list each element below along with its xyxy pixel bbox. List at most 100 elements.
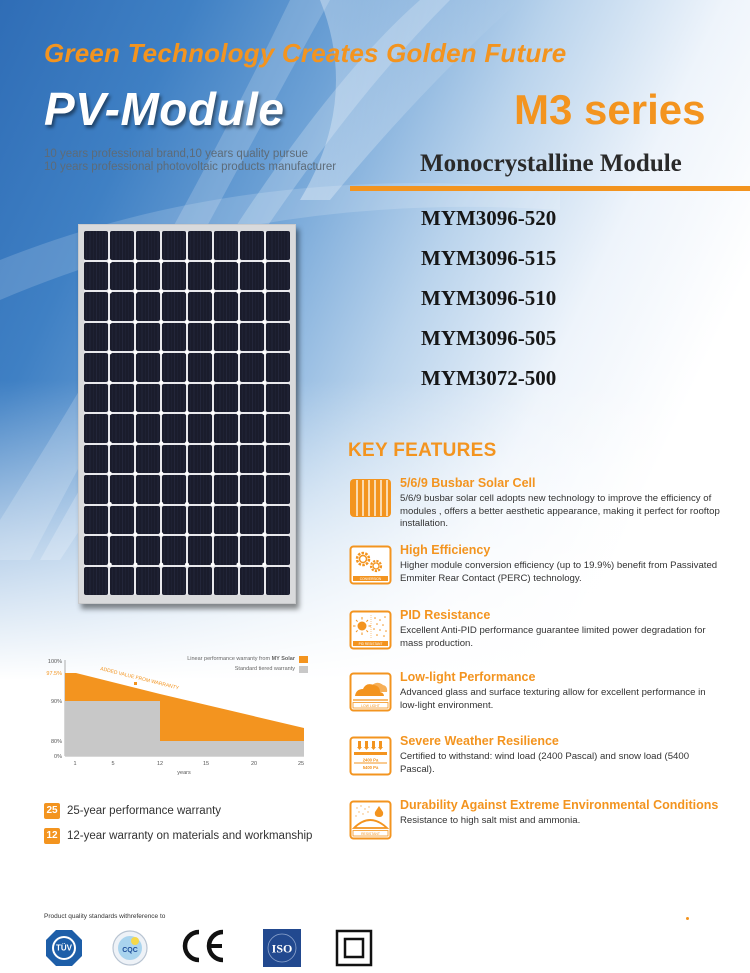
panel-cell [240,505,264,534]
feature-title: 5/6/9 Busbar Solar Cell [400,476,536,490]
svg-text:LOW LIGHT: LOW LIGHT [361,704,380,708]
series-title: M3 series [514,86,706,133]
panel-cell [162,536,186,565]
certifications-label: Product quality standards withreference … [44,913,166,920]
svg-text:5: 5 [111,761,114,767]
panel-cell [84,505,108,534]
panel-cell [214,505,238,534]
panel-cell [84,414,108,443]
feature-description: Resistance to high salt mist and ammonia… [400,815,581,826]
product-title: PV-Module [44,83,285,135]
panel-cell [136,261,160,290]
panel-cell [240,292,264,321]
subtitle-line-1: 10 years professional brand,10 years qua… [44,148,309,160]
panel-cell [84,383,108,412]
panel-cell [188,261,212,290]
panel-cell [110,414,134,443]
panel-cell [188,353,212,382]
panel-cell [266,475,290,504]
panel-cell [84,444,108,473]
panel-cell [188,444,212,473]
tuv-logo-icon: TÜV [46,930,82,966]
panel-cell [188,475,212,504]
panel-cell [136,444,160,473]
panel-cell [214,231,238,260]
panel-cell [162,231,186,260]
panel-cell [266,231,290,260]
divider-rule [350,186,750,191]
feature-title: PID Resistance [400,608,491,622]
panel-cell [84,322,108,351]
panel-cell [266,383,290,412]
panel-cell [136,475,160,504]
decorative-dot [686,917,689,920]
panel-cell [214,536,238,565]
svg-text:90%: 90% [51,699,62,705]
panel-cell [162,414,186,443]
panel-cell [110,353,134,382]
panel-cell [240,414,264,443]
model-item: MYM3096-515 [421,246,557,270]
panel-cell [188,414,212,443]
panel-cell [110,536,134,565]
panel-cell [162,353,186,382]
legend-swatch-gray [299,665,308,673]
feature-title: Durability Against Extreme Environmental… [400,798,719,812]
panel-cell [136,383,160,412]
panel-cell [240,475,264,504]
panel-cell [110,261,134,290]
panel-cell [266,353,290,382]
panel-cell [266,261,290,290]
panel-cell [188,505,212,534]
warranty-chart-plot: ADDED VALUE FROM WARRANTY 100% 97.5% 90%… [46,659,304,776]
panel-cell [84,475,108,504]
chart-legend: Linear performance warranty from MY Sola… [187,654,308,674]
svg-text:20: 20 [251,761,257,767]
feature-title: High Efficiency [400,543,491,557]
svg-text:RESISTANT: RESISTANT [361,832,380,836]
svg-text:1: 1 [73,761,76,767]
cloud-low-light-icon: LOW LIGHT [349,672,392,712]
panel-cell [110,566,134,595]
panel-cell [110,292,134,321]
panel-cell [214,444,238,473]
panel-cell-grid [84,231,290,595]
feature-description: Certified to withstand: wind load (2400 … [400,751,690,775]
panel-cell [84,566,108,595]
warranty-badge: 25 [44,802,60,819]
panel-cell [214,566,238,595]
svg-text:TÜV: TÜV [56,944,73,953]
warranty-item: 25 25-year performance warranty [44,798,312,823]
load-pressure-icon: 2400 Pa 5400 Pa [349,736,392,776]
feature-title: Low-light Performance [400,670,536,684]
warranty-text: 12-year warranty on materials and workma… [67,829,313,842]
ce-mark-icon [182,929,224,963]
busbar-cell-icon [350,479,391,517]
feature-description: Advanced glass and surface texturing all… [400,687,706,711]
panel-cell [266,566,290,595]
panel-cell [110,322,134,351]
legend-item-tiered: Standard tiered warranty [187,664,308,674]
panel-cell [240,231,264,260]
warranty-text: 25-year performance warranty [67,804,222,817]
model-item: MYM3096-520 [421,206,557,230]
panel-cell [136,292,160,321]
panel-cell [214,322,238,351]
svg-text:CONVERSION: CONVERSION [360,577,382,581]
panel-cell [214,475,238,504]
panel-cell [266,414,290,443]
panel-cell [188,231,212,260]
panel-cell [188,322,212,351]
panel-cell [240,566,264,595]
feature-title: Severe Weather Resilience [400,734,559,748]
panel-cell [110,475,134,504]
panel-cell [136,566,160,595]
model-list: MYM3096-520 MYM3096-515 MYM3096-510 MYM3… [421,204,556,404]
iso-logo-icon: ISO [263,929,301,967]
feature-description: Excellent Anti-PID performance guarantee… [400,625,706,649]
panel-cell [266,505,290,534]
feature-description: 5/6/9 busbar solar cell adopts new techn… [400,493,720,529]
class-ii-double-square-icon [335,929,373,967]
panel-cell [162,475,186,504]
panel-cell [162,566,186,595]
